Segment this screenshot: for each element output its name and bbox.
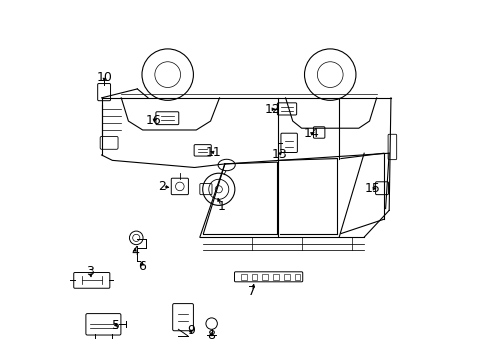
Text: 13: 13 [271, 148, 287, 161]
Text: 14: 14 [303, 127, 319, 140]
Text: 5: 5 [112, 319, 120, 332]
Text: 1: 1 [217, 200, 225, 213]
Text: 15: 15 [364, 182, 380, 195]
Text: 10: 10 [96, 71, 112, 84]
Text: 12: 12 [264, 103, 280, 116]
Text: 4: 4 [131, 245, 139, 258]
Text: 6: 6 [138, 260, 146, 273]
Text: 11: 11 [205, 146, 221, 159]
Text: 9: 9 [187, 324, 195, 337]
Text: 3: 3 [86, 265, 94, 278]
Text: 2: 2 [158, 180, 166, 193]
Text: 8: 8 [206, 329, 215, 342]
Text: 7: 7 [248, 285, 256, 298]
Text: 16: 16 [145, 114, 161, 127]
